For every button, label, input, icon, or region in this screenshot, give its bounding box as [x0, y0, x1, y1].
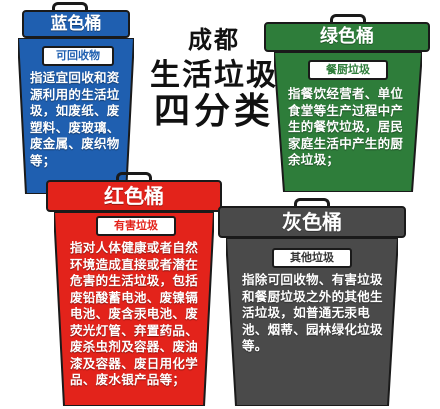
gray-bin-description: 指除可回收物、有害垃圾和餐厨垃圾之外的其他生活垃圾，如普通无汞电池、烟蒂、园林绿…: [242, 272, 383, 353]
gray-bin-name: 灰色桶: [282, 210, 342, 234]
gray-bin: 灰色桶 其他垃圾 指除可回收物、有害垃圾和餐厨垃圾之外的其他生活垃圾，如普通无汞…: [212, 196, 412, 409]
green-bin-body: [274, 52, 422, 192]
blue-bin-lid: 蓝色桶: [22, 10, 130, 38]
red-bin-description: 指对人体健康或者自然环境造成直接或者潜在危害的生活垃圾，包括废铅酸蓄电池、废镍镉…: [70, 240, 199, 387]
red-bin-handle: [116, 172, 152, 182]
blue-bin: 蓝色桶 可回收物 指适宜回收和资源利用的生活垃圾，如废纸、废塑料、废玻璃、废金属…: [0, 0, 140, 200]
green-bin-category: 餐厨垃圾: [308, 60, 388, 80]
blue-bin-handle: [52, 2, 88, 12]
title-line-1: 成都: [188, 26, 240, 54]
green-bin-name: 绿色桶: [320, 26, 374, 47]
red-bin-lid: 红色桶: [46, 180, 222, 212]
blue-bin-name: 蓝色桶: [50, 14, 102, 34]
title-line-3: 四分类: [153, 91, 274, 132]
red-bin-body: [54, 212, 214, 406]
blue-bin-description: 指适宜回收和资源利用的生活垃圾，如废纸、废塑料、废玻璃、废金属、废织物等；: [30, 70, 120, 168]
green-bin-description: 指餐饮经营者、单位食堂等生产过程中产生的餐饮垃圾，居民家庭生活中产生的厨余垃圾；: [288, 86, 404, 167]
green-bin-handle: [330, 14, 366, 24]
green-bin: 绿色桶 餐厨垃圾 指餐饮经营者、单位食堂等生产过程中产生的餐饮垃圾，居民家庭生活…: [258, 0, 436, 200]
red-bin: 红色桶 有害垃圾 指对人体健康或者自然环境造成直接或者潜在危害的生活垃圾，包括废…: [44, 170, 224, 409]
red-bin-name: 红色桶: [104, 184, 164, 208]
gray-bin-handle: [294, 198, 330, 208]
red-bin-category: 有害垃圾: [96, 216, 176, 236]
gray-bin-body: [226, 238, 398, 406]
infographic-title: 成都 生活垃圾 四分类: [150, 22, 278, 130]
title-line-2: 生活垃圾: [150, 58, 278, 93]
blue-bin-category: 可回收物: [42, 46, 114, 66]
green-bin-lid: 绿色桶: [264, 22, 430, 52]
blue-bin-body: [18, 38, 134, 194]
gray-bin-lid: 灰色桶: [218, 206, 406, 238]
gray-bin-category: 其他垃圾: [272, 248, 352, 268]
